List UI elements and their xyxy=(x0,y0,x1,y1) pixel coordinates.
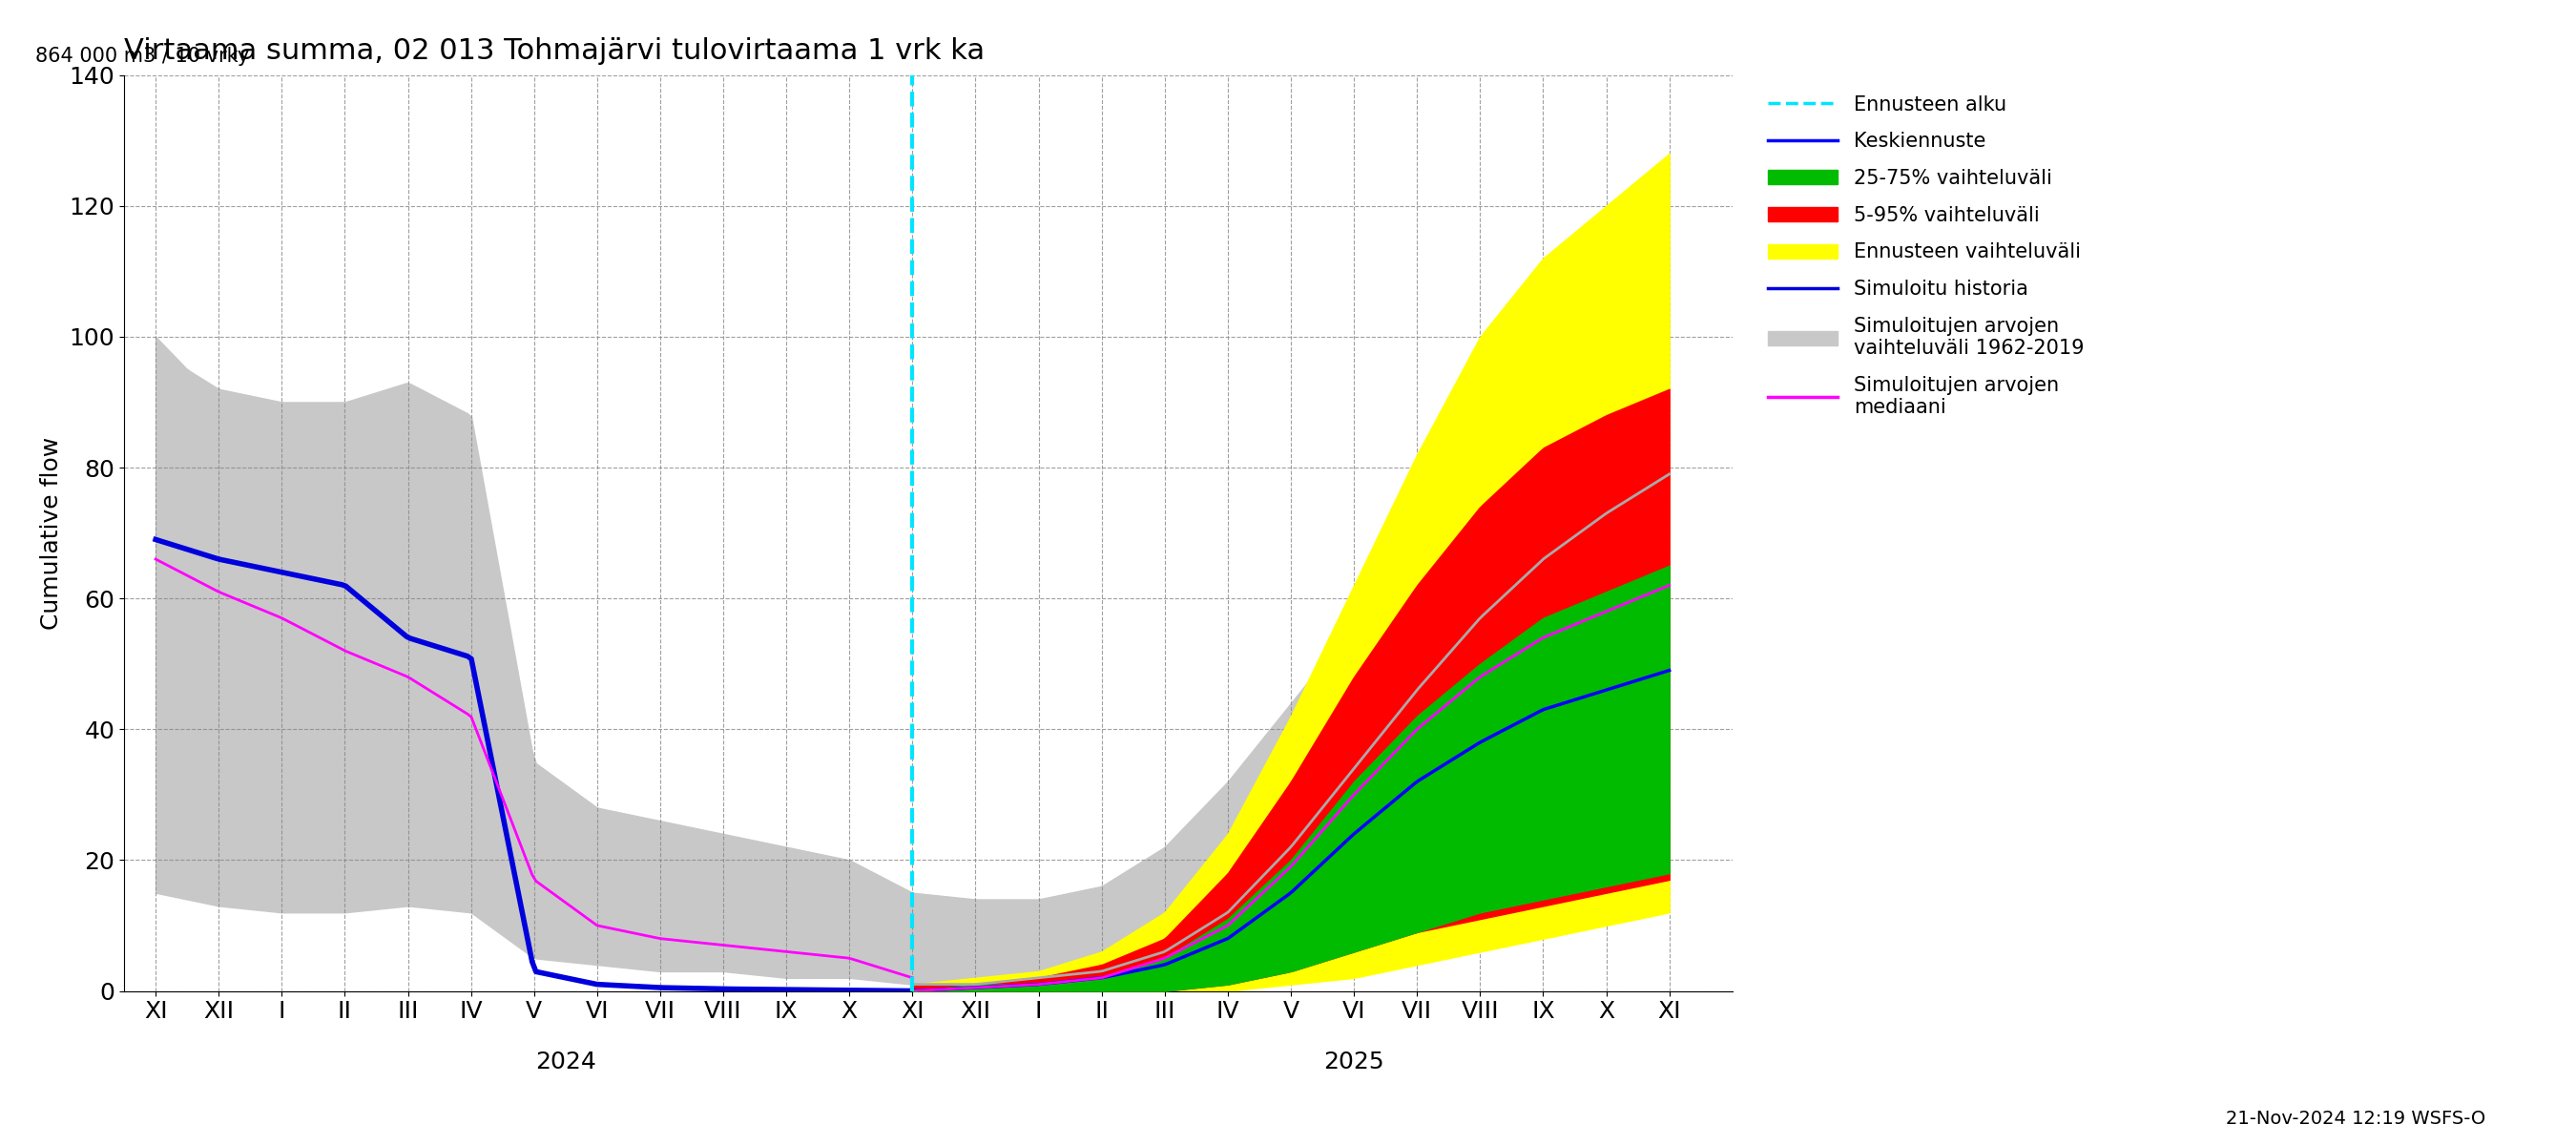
Y-axis label: Cumulative flow: Cumulative flow xyxy=(39,436,62,630)
Text: 21-Nov-2024 12:19 WSFS-O: 21-Nov-2024 12:19 WSFS-O xyxy=(2226,1110,2486,1128)
Text: 864 000 m3 / 10 vrky: 864 000 m3 / 10 vrky xyxy=(36,47,250,66)
Text: Virtaama summa, 02 013 Tohmajärvi tulovirtaama 1 vrk ka: Virtaama summa, 02 013 Tohmajärvi tulovi… xyxy=(124,37,984,65)
Text: 2024: 2024 xyxy=(536,1051,595,1074)
Text: 2025: 2025 xyxy=(1324,1051,1383,1074)
Legend: Ennusteen alku, Keskiennuste, 25-75% vaihteluväli, 5-95% vaihteluväli, Ennusteen: Ennusteen alku, Keskiennuste, 25-75% vai… xyxy=(1759,85,2094,427)
